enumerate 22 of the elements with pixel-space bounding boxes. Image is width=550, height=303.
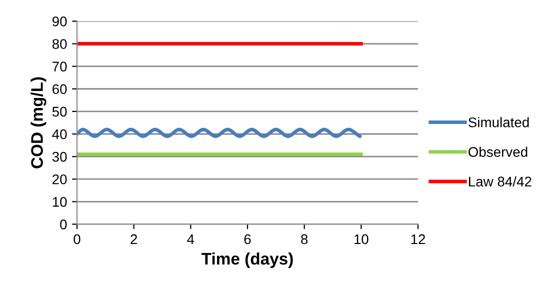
- y-tick-label: 80: [52, 39, 67, 49]
- x-tick-label: 6: [244, 234, 251, 244]
- x-tick-label: 10: [354, 234, 368, 244]
- legend-label: Simulated: [468, 117, 529, 128]
- x-axis-title: Time (days): [202, 252, 293, 268]
- y-tick-label: 40: [52, 129, 67, 140]
- y-tick-label: 70: [52, 62, 67, 72]
- x-tick-label: 12: [411, 234, 426, 244]
- x-tick-label: 2: [130, 234, 137, 244]
- y-tick-label: 10: [52, 197, 67, 207]
- legend-label: Law 84/42: [469, 176, 532, 187]
- x-tick-label: 0: [74, 234, 80, 244]
- x-tick-label: 4: [187, 234, 194, 244]
- legend-label: Observed: [468, 146, 528, 157]
- y-axis-title: COD (mg/L): [30, 77, 46, 168]
- y-tick-label: 0: [60, 220, 67, 230]
- x-tick-label: 8: [301, 234, 308, 244]
- y-tick-label: 60: [52, 84, 67, 94]
- y-tick-label: 30: [52, 152, 67, 162]
- y-tick-label: 20: [52, 174, 67, 184]
- y-tick-label: 90: [52, 16, 67, 26]
- y-tick-label: 50: [52, 106, 67, 117]
